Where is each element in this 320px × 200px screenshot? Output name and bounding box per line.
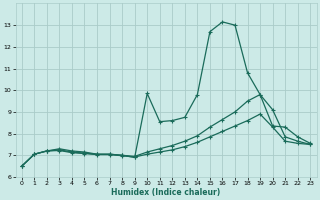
X-axis label: Humidex (Indice chaleur): Humidex (Indice chaleur) [111, 188, 221, 197]
